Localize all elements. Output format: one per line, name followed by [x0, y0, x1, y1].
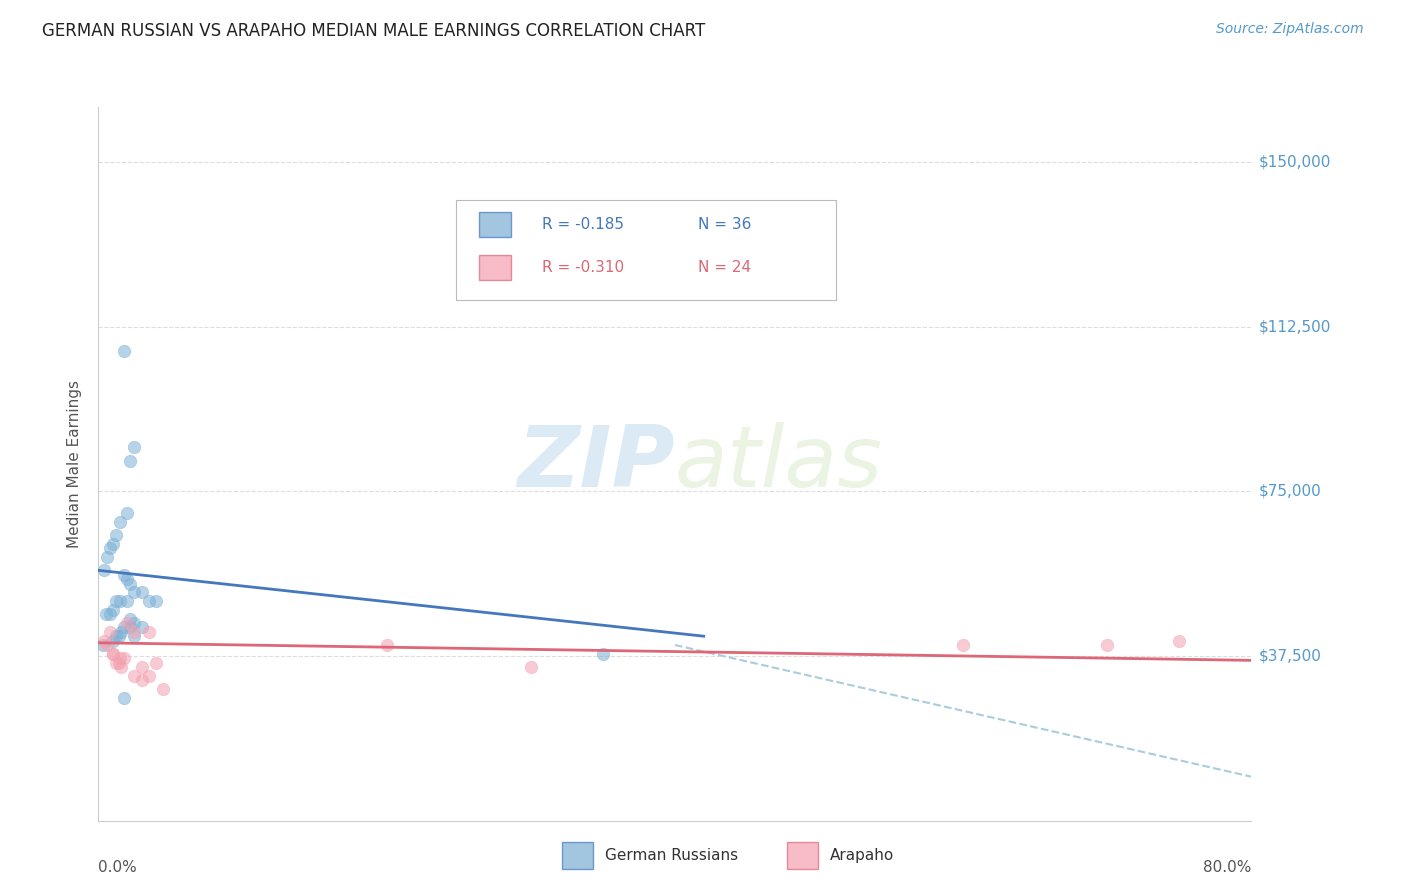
Point	[131, 620, 153, 634]
Point	[96, 550, 118, 565]
Point	[101, 603, 124, 617]
Point	[108, 594, 131, 608]
Point	[112, 343, 135, 358]
Text: N = 36: N = 36	[697, 218, 751, 232]
Point	[138, 624, 160, 639]
Point	[101, 633, 124, 648]
Point	[104, 656, 127, 670]
Text: 0.0%: 0.0%	[98, 860, 138, 875]
Text: R = -0.310: R = -0.310	[543, 260, 624, 275]
Text: N = 24: N = 24	[697, 260, 751, 275]
Point	[112, 651, 135, 665]
Point	[108, 651, 131, 665]
Point	[520, 660, 543, 674]
Text: 80.0%: 80.0%	[1204, 860, 1251, 875]
Point	[110, 660, 132, 674]
Point	[98, 607, 121, 622]
Point	[120, 453, 142, 467]
Point	[94, 607, 117, 622]
Point	[117, 615, 138, 630]
Point	[120, 620, 142, 634]
Bar	[479, 255, 512, 280]
Text: Source: ZipAtlas.com: Source: ZipAtlas.com	[1216, 22, 1364, 37]
Point	[117, 594, 138, 608]
Point	[124, 669, 146, 683]
Point	[124, 441, 146, 455]
Point	[592, 647, 614, 661]
Y-axis label: Median Male Earnings: Median Male Earnings	[67, 380, 83, 548]
Point	[145, 594, 167, 608]
Point	[107, 656, 129, 670]
Point	[107, 629, 129, 643]
Point	[112, 690, 135, 705]
Text: GERMAN RUSSIAN VS ARAPAHO MEDIAN MALE EARNINGS CORRELATION CHART: GERMAN RUSSIAN VS ARAPAHO MEDIAN MALE EA…	[42, 22, 706, 40]
Point	[104, 594, 127, 608]
Point	[108, 515, 131, 529]
Point	[145, 656, 167, 670]
Point	[124, 629, 146, 643]
Text: $150,000: $150,000	[1258, 154, 1330, 169]
Point	[93, 633, 115, 648]
Point	[91, 638, 114, 652]
Bar	[456, 200, 837, 300]
Point	[131, 660, 153, 674]
Text: $112,500: $112,500	[1258, 319, 1330, 334]
Text: German Russians: German Russians	[605, 848, 738, 863]
Point	[104, 629, 127, 643]
Text: $75,000: $75,000	[1258, 483, 1322, 499]
Point	[117, 506, 138, 520]
Point	[93, 563, 115, 577]
Point	[120, 612, 142, 626]
Point	[1168, 633, 1191, 648]
Point	[138, 669, 160, 683]
Point	[952, 638, 974, 652]
Point	[138, 594, 160, 608]
Text: ZIP: ZIP	[517, 422, 675, 506]
Point	[124, 585, 146, 599]
Point	[101, 647, 124, 661]
Point	[152, 681, 174, 696]
Text: $37,500: $37,500	[1258, 648, 1322, 664]
Text: atlas: atlas	[675, 422, 883, 506]
Point	[1097, 638, 1119, 652]
Point	[375, 638, 398, 652]
Point	[98, 541, 121, 556]
Point	[104, 528, 127, 542]
Point	[131, 585, 153, 599]
Point	[117, 572, 138, 586]
Point	[112, 567, 135, 582]
Point	[120, 576, 142, 591]
Point	[98, 624, 121, 639]
Point	[124, 624, 146, 639]
Point	[112, 620, 135, 634]
Point	[124, 615, 146, 630]
Point	[96, 638, 118, 652]
Point	[110, 624, 132, 639]
Bar	[479, 212, 512, 237]
Text: R = -0.185: R = -0.185	[543, 218, 624, 232]
Text: Arapaho: Arapaho	[830, 848, 894, 863]
Point	[131, 673, 153, 687]
Point	[101, 537, 124, 551]
Point	[101, 647, 124, 661]
